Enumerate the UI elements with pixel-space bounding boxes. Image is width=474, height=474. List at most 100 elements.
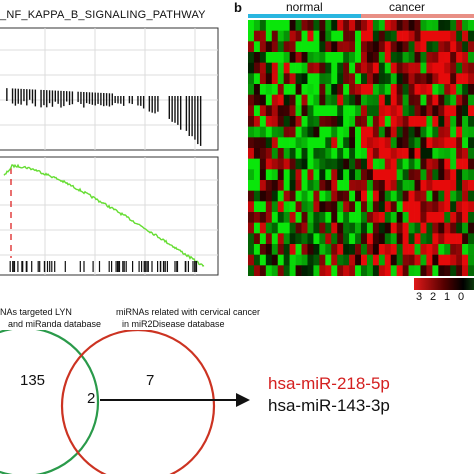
heatmap-cell xyxy=(277,180,284,191)
heatmap-cell xyxy=(307,94,314,106)
heatmap-cell xyxy=(289,169,296,181)
heatmap-cell xyxy=(265,222,273,234)
heatmap-cell xyxy=(384,52,392,63)
ranked-metric-panel xyxy=(0,27,219,151)
heatmap-cell xyxy=(319,190,326,202)
heatmap-cell xyxy=(253,244,261,255)
heatmap-cell xyxy=(372,254,380,266)
heatmap-cell xyxy=(378,169,386,181)
heatmap-cell xyxy=(396,137,403,149)
heatmap-cell xyxy=(355,244,362,255)
heatmap-cell xyxy=(301,169,308,181)
heatmap-cell xyxy=(349,116,356,127)
heatmap-cell xyxy=(456,233,463,245)
heatmap-cell xyxy=(444,265,451,276)
heatmap-cell xyxy=(248,265,255,276)
heatmap-cell xyxy=(390,254,397,266)
heatmap-cell xyxy=(337,105,344,117)
heatmap-cell xyxy=(289,190,296,202)
heatmap-cell xyxy=(283,126,290,138)
heatmap-cell xyxy=(355,73,362,85)
heatmap-cell xyxy=(444,148,451,159)
heatmap-cell xyxy=(271,84,279,95)
heatmap-cell xyxy=(378,126,386,138)
heatmap-cell xyxy=(378,265,386,276)
heatmap-cell xyxy=(283,105,290,117)
heatmap-cell xyxy=(402,126,409,138)
heatmap-cell xyxy=(265,265,273,276)
heatmap-cell xyxy=(366,94,374,106)
heatmap-cell xyxy=(426,30,433,42)
heatmap-cell xyxy=(414,126,421,138)
heatmap-cell xyxy=(384,94,392,106)
heatmap-cell xyxy=(295,84,302,95)
heatmap-cell xyxy=(468,94,474,106)
heatmap-cell xyxy=(408,244,415,255)
heatmap-cell xyxy=(378,212,386,223)
heatmap-cell xyxy=(408,212,415,223)
heatmap-cell xyxy=(420,137,427,149)
heatmap-cell xyxy=(378,254,386,266)
heatmap-cell xyxy=(271,148,279,159)
heatmap-cell xyxy=(361,62,368,74)
heatmap-cell xyxy=(408,94,415,106)
heatmap-cell xyxy=(414,169,421,181)
heatmap-cell xyxy=(468,254,474,266)
heatmap-cell xyxy=(378,41,386,53)
heatmap-cell xyxy=(456,62,463,74)
heatmap-cell xyxy=(301,158,308,170)
heatmap-cell xyxy=(366,126,374,138)
heatmap-cell xyxy=(456,126,463,138)
heatmap-cell xyxy=(325,41,332,53)
heatmap-cell xyxy=(456,116,463,127)
heatmap-cell xyxy=(420,254,427,266)
heatmap-cell xyxy=(444,126,451,138)
heatmap-cell xyxy=(450,158,457,170)
heatmap-cell xyxy=(277,41,284,53)
heatmap-cell xyxy=(349,94,356,106)
heatmap-cell xyxy=(319,41,326,53)
heatmap-cell xyxy=(414,201,421,213)
heatmap-cell xyxy=(313,73,320,85)
heatmap-cell xyxy=(414,222,421,234)
heatmap-cell xyxy=(289,73,296,85)
heatmap-cell xyxy=(248,244,255,255)
heatmap-cell xyxy=(408,30,415,42)
heatmap-cell xyxy=(456,158,463,170)
heatmap-cell xyxy=(301,244,308,255)
heatmap-cell xyxy=(444,62,451,74)
mirna-result-2: hsa-miR-143-3p xyxy=(268,396,390,415)
heatmap-cell xyxy=(432,158,439,170)
heatmap-cell xyxy=(265,190,273,202)
heatmap-cell xyxy=(259,201,267,213)
heatmap-cell xyxy=(402,30,409,42)
heatmap-cell xyxy=(248,190,255,202)
heatmap-cell xyxy=(307,126,314,138)
heatmap-cell xyxy=(355,158,362,170)
heatmap-cell xyxy=(319,244,326,255)
heatmap-cell xyxy=(456,84,463,95)
heatmap-cell xyxy=(390,126,397,138)
heatmap-cell xyxy=(396,254,403,266)
heatmap-cell xyxy=(337,137,344,149)
heatmap-cell xyxy=(372,180,380,191)
heatmap-cell xyxy=(325,84,332,95)
heatmap-cell xyxy=(372,41,380,53)
heatmap-cell xyxy=(259,105,267,117)
heatmap-cell xyxy=(468,190,474,202)
heatmap-cell xyxy=(331,52,338,63)
heatmap-cell xyxy=(313,158,320,170)
heatmap-cell xyxy=(349,52,356,63)
heatmap-cell xyxy=(355,233,362,245)
heatmap-cell xyxy=(414,265,421,276)
heatmap-cell xyxy=(331,190,338,202)
heatmap-cell xyxy=(402,254,409,266)
heatmap-cell xyxy=(420,116,427,127)
heatmap-cell xyxy=(277,212,284,223)
heatmap-cell xyxy=(438,41,445,53)
heatmap-cell xyxy=(468,116,474,127)
heatmap-cell xyxy=(271,190,279,202)
heatmap-cell xyxy=(420,126,427,138)
heatmap-cell xyxy=(438,233,445,245)
heatmap-cell xyxy=(420,233,427,245)
